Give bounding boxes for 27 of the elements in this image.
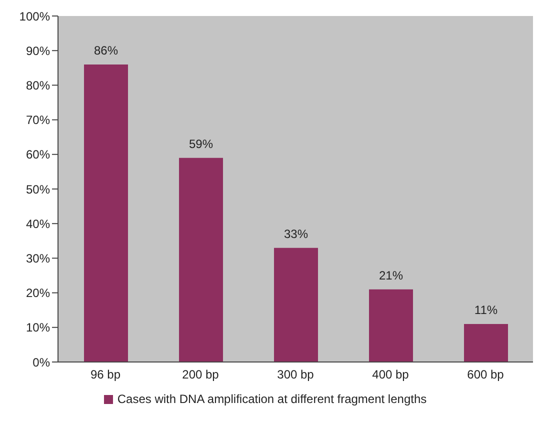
bar [464,324,508,362]
x-tick-label: 200 bp [182,368,220,382]
y-tick-label: 100% [19,9,50,24]
x-tick-label: 400 bp [372,368,410,382]
legend-label: Cases with DNA amplification at different fragment lengths [117,392,427,406]
x-tick-label: 600 bp [467,368,504,382]
y-tick-label: 40% [26,216,50,231]
bar [369,289,413,362]
y-tick-label: 70% [26,113,50,128]
x-tick-label: 300 bp [277,368,314,382]
y-tick-label: 90% [26,44,50,58]
y-tick-label: 50% [26,182,50,196]
x-tick-label: 96 bp [90,368,121,382]
y-tick-label: 30% [26,251,50,266]
y-tick-label: 20% [26,286,50,300]
y-tick-label: 80% [26,78,50,92]
data-label: 59% [188,136,214,151]
data-label: 33% [284,226,308,241]
y-tick-label: 0% [32,355,50,370]
bar [274,248,318,362]
data-label: 21% [378,268,404,282]
y-tick-label: 10% [26,320,50,335]
bar [84,64,128,362]
data-label: 11% [474,302,498,317]
data-label: 86% [94,43,118,58]
y-tick-label: 60% [26,148,50,162]
bar [179,158,223,362]
